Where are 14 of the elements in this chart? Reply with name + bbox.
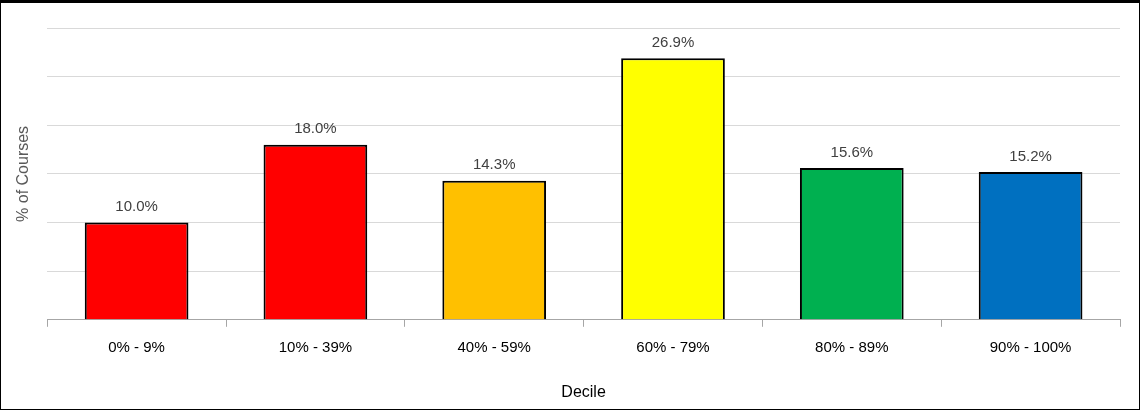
y-axis-title: % of Courses xyxy=(14,125,32,222)
data-label: 15.2% xyxy=(1009,146,1052,164)
x-tick-label: 60% - 79% xyxy=(636,337,710,355)
x-tick-label: 0% - 9% xyxy=(108,337,165,355)
x-tick-label: 80% - 89% xyxy=(815,337,889,355)
data-label: 14.3% xyxy=(472,155,516,173)
x-axis-title: Decile xyxy=(561,382,606,400)
data-label: 18.0% xyxy=(294,119,337,137)
data-label: 26.9% xyxy=(651,32,695,50)
x-tick-label: 40% - 59% xyxy=(457,337,531,355)
x-tick-label: 90% - 100% xyxy=(989,337,1072,355)
data-label: 15.6% xyxy=(830,142,874,160)
x-tick-label: 10% - 39% xyxy=(278,337,353,355)
data-label: 10.0% xyxy=(115,197,158,215)
